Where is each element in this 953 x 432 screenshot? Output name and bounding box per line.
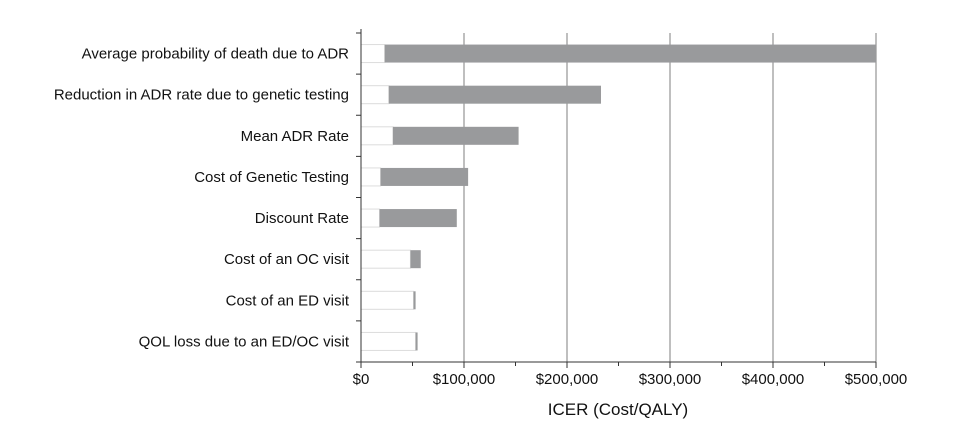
x-tick-label: $300,000 [639, 371, 702, 388]
x-axis-title: ICER (Cost/QALY) [548, 400, 688, 419]
bar-low-7 [360, 290, 415, 310]
grid-layer [463, 33, 877, 362]
bar-high-4 [380, 167, 469, 186]
bar-low-5 [360, 208, 381, 228]
bar-high-8 [415, 332, 418, 351]
label-layer: Average probability of death due to ADR R… [54, 46, 907, 388]
x-tick-label: $100,000 [433, 371, 496, 388]
x-tick-label: $0 [353, 371, 370, 388]
category-label: Discount Rate [255, 210, 349, 227]
bar-high-2 [388, 85, 601, 104]
category-label: Mean ADR Rate [241, 128, 349, 145]
bar-low-8 [360, 331, 417, 351]
bar-high-5 [379, 209, 457, 228]
bar-low-4 [360, 167, 382, 187]
category-label: Reduction in ADR rate due to genetic tes… [54, 87, 349, 104]
bar-high-3 [392, 126, 519, 145]
category-label: Cost of an OC visit [224, 251, 350, 268]
bar-low-1 [360, 44, 386, 64]
bar-low-6 [360, 249, 411, 269]
category-label: Average probability of death due to ADR [82, 46, 350, 63]
category-label: QOL loss due to an ED/OC visit [139, 333, 350, 350]
x-tick-label: $500,000 [845, 371, 908, 388]
bar-low-2 [360, 85, 390, 105]
bar-high-7 [413, 291, 416, 310]
bar-high-1 [384, 44, 876, 63]
bar-low-3 [360, 126, 394, 146]
bar-layer [360, 44, 876, 351]
category-label: Cost of an ED visit [226, 292, 350, 309]
category-label: Cost of Genetic Testing [194, 169, 349, 186]
bar-high-6 [410, 250, 421, 269]
x-tick-label: $400,000 [742, 371, 805, 388]
axis-layer [356, 29, 877, 368]
x-tick-label: $200,000 [536, 371, 599, 388]
